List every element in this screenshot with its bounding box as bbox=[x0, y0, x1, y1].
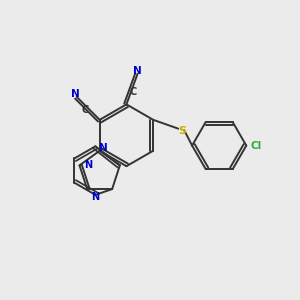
Text: N: N bbox=[71, 89, 80, 99]
Text: N: N bbox=[133, 66, 142, 76]
Text: N: N bbox=[99, 143, 108, 153]
Text: Cl: Cl bbox=[251, 141, 262, 151]
Text: N: N bbox=[85, 160, 93, 170]
Text: C: C bbox=[130, 87, 137, 97]
Text: N: N bbox=[91, 192, 99, 202]
Text: C: C bbox=[81, 105, 88, 115]
Text: S: S bbox=[178, 126, 186, 136]
